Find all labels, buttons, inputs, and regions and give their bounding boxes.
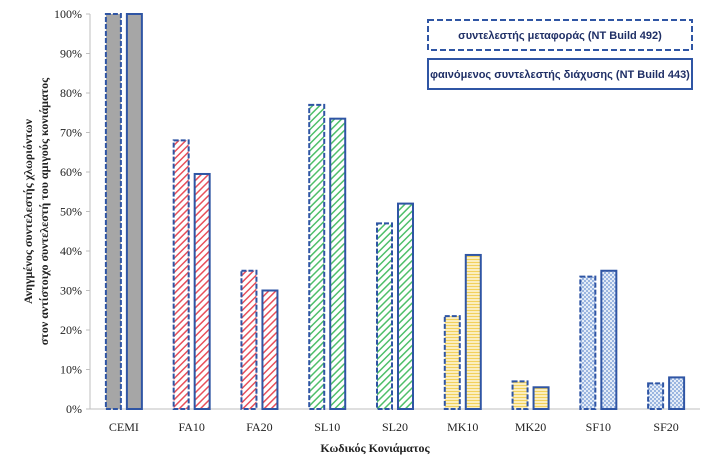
bar-fa10-series-2 — [193, 172, 211, 410]
y-tick-label: 60% — [60, 165, 82, 179]
bar-cemi-series-1 — [104, 13, 122, 410]
y-tick-label: 50% — [60, 205, 82, 219]
bar-sl10-series-2 — [329, 117, 347, 411]
y-axis-title-line-1: Ανηγμένος συντελεστής χλωριόντων — [21, 118, 35, 304]
x-tick-label: FA10 — [178, 420, 204, 434]
bar-sf10-series-1 — [579, 275, 597, 410]
x-tick-label: SL20 — [382, 420, 408, 434]
bar-sf10-series-2 — [600, 269, 618, 410]
bar-sl10-series-1 — [308, 103, 326, 410]
y-tick-label: 90% — [60, 47, 82, 61]
y-tick-label: 40% — [60, 244, 82, 258]
legend-box-series-2 — [427, 58, 693, 90]
x-tick-label: FA20 — [246, 420, 272, 434]
x-tick-label: CEMI — [109, 420, 139, 434]
y-tick-label: 70% — [60, 126, 82, 140]
y-tick-label: 0% — [66, 402, 82, 416]
bar-sf20-series-1 — [647, 382, 665, 411]
bar-sf20-series-2 — [668, 376, 686, 410]
bar-fa10-series-1 — [172, 139, 190, 410]
bar-sl20-series-1 — [376, 222, 393, 410]
legend-label-series-2: φαινόμενος συντελεστής διάχυσης (NT Buil… — [430, 69, 690, 81]
x-tick-label: SF20 — [653, 420, 678, 434]
y-axis-title-line-2: στον αντίστοιχο συντελεστή του αμιγούς κ… — [37, 77, 51, 345]
x-tick-label: SL10 — [314, 420, 340, 434]
x-tick-label: SF10 — [586, 420, 611, 434]
bar-sl20-series-2 — [397, 202, 414, 410]
y-tick-label: 100% — [54, 7, 82, 21]
bar-mk10-series-2 — [464, 253, 482, 410]
x-tick-label: MK20 — [515, 420, 546, 434]
bar-mk10-series-1 — [443, 315, 461, 410]
y-tick-label: 10% — [60, 363, 82, 377]
x-axis-title: Κωδικός Κονιάματος — [320, 441, 430, 455]
y-tick-label: 30% — [60, 284, 82, 298]
legend-box-series-1 — [427, 19, 693, 51]
bar-fa20-series-1 — [240, 269, 258, 410]
x-tick-label: MK10 — [447, 420, 478, 434]
bar-mk20-series-2 — [532, 386, 550, 410]
bar-cemi-series-2 — [125, 13, 143, 410]
legend-label-series-1: συντελεστής μεταφοράς (NT Build 492) — [458, 30, 662, 42]
bar-fa20-series-2 — [261, 289, 279, 410]
y-tick-label: 20% — [60, 323, 82, 337]
y-tick-label: 80% — [60, 86, 82, 100]
bar-mk20-series-1 — [511, 380, 529, 411]
